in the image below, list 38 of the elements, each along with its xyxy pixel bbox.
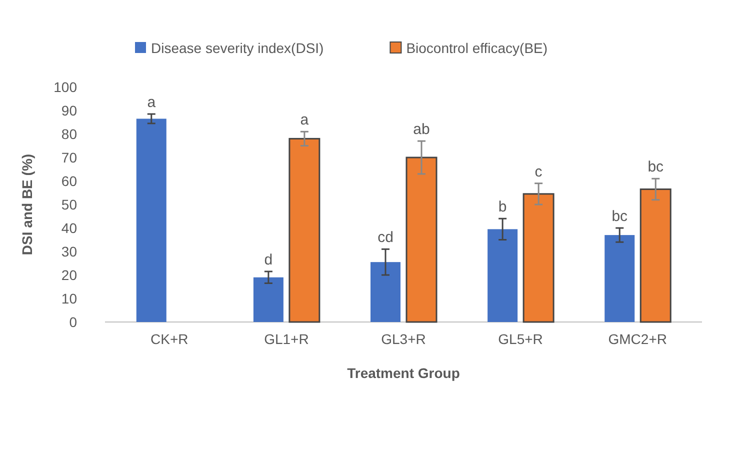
bar <box>406 156 438 323</box>
bar <box>253 277 284 322</box>
x-tick-label: GL5+R <box>498 331 543 347</box>
y-tick-label: 30 <box>61 243 78 260</box>
y-tick-label: 100 <box>54 78 78 95</box>
x-tick-label: GMC2+R <box>608 331 667 347</box>
y-tick-label: 70 <box>61 149 78 166</box>
y-axis-title: DSI and BE (%) <box>19 154 35 256</box>
y-tick-label: 60 <box>61 172 78 189</box>
annotation: c <box>534 163 543 180</box>
bar <box>604 235 635 322</box>
bar <box>136 118 166 322</box>
x-tick-label: GL3+R <box>381 331 426 347</box>
x-axis-title: Treatment Group <box>347 365 460 381</box>
annotation: b <box>498 198 507 216</box>
y-tick-label: 0 <box>69 314 78 330</box>
annotation: bc <box>648 158 664 176</box>
y-tick-label: 40 <box>61 220 78 236</box>
legend-label: Biocontrol efficacy(BE) <box>406 40 548 56</box>
legend-label: Disease severity index(DSI) <box>151 40 324 56</box>
bar <box>288 138 320 323</box>
annotation: d <box>264 251 273 268</box>
annotation: a <box>147 94 156 112</box>
x-tick-label: GL1+R <box>264 331 309 347</box>
y-tick-label: 80 <box>61 126 78 142</box>
y-tick-label: 90 <box>61 102 78 118</box>
annotation: cd <box>378 229 394 246</box>
y-tick-label: 10 <box>61 290 78 306</box>
x-tick-label: CK+R <box>150 331 188 347</box>
annotation: bc <box>612 208 628 225</box>
y-tick-label: 20 <box>61 266 78 283</box>
bar <box>522 193 554 323</box>
bar <box>488 229 518 322</box>
bar <box>370 262 400 322</box>
bar <box>640 188 672 323</box>
y-tick-label: 50 <box>61 196 78 212</box>
annotation: a <box>300 112 310 129</box>
annotation: ab <box>413 121 430 138</box>
